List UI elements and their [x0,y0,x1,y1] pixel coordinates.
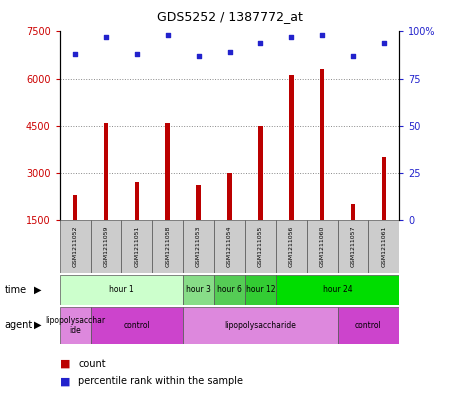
Text: agent: agent [5,320,33,330]
Point [102,34,110,40]
Bar [214,275,245,305]
Text: GSM1211051: GSM1211051 [134,226,140,267]
Text: GSM1211060: GSM1211060 [319,226,325,267]
Text: GSM1211057: GSM1211057 [351,226,356,267]
Text: lipopolysaccharide: lipopolysaccharide [224,321,297,330]
Bar [351,204,355,220]
Text: GSM1211061: GSM1211061 [381,226,386,267]
Bar [165,123,170,220]
Bar [276,275,399,305]
Point [380,40,387,46]
Bar [369,220,399,273]
Text: ▶: ▶ [34,320,42,330]
Text: hour 1: hour 1 [109,285,134,294]
Bar [60,220,90,273]
Text: ■: ■ [60,376,70,386]
Text: GSM1211058: GSM1211058 [165,226,170,267]
Point [349,53,357,59]
Text: GSM1211059: GSM1211059 [103,226,108,267]
Bar [134,182,139,220]
Text: GSM1211052: GSM1211052 [73,226,78,267]
Bar [73,195,78,220]
Bar [337,220,369,273]
Text: percentile rank within the sample: percentile rank within the sample [78,376,243,386]
Text: ■: ■ [60,358,70,369]
Bar [337,307,399,344]
Text: GSM1211056: GSM1211056 [289,226,294,267]
Bar [90,220,122,273]
Bar [307,220,337,273]
Text: GSM1211055: GSM1211055 [258,226,263,267]
Point [133,51,140,57]
Bar [289,75,294,220]
Bar [258,126,263,220]
Point [72,51,79,57]
Bar [60,307,90,344]
Text: time: time [5,285,27,295]
Bar [320,69,325,220]
Text: GSM1211054: GSM1211054 [227,226,232,267]
Text: GDS5252 / 1387772_at: GDS5252 / 1387772_at [157,10,302,23]
Text: control: control [355,321,382,330]
Text: hour 6: hour 6 [217,285,242,294]
Bar [183,275,214,305]
Bar [245,220,276,273]
Point [195,53,202,59]
Text: lipopolysacchar
ide: lipopolysacchar ide [45,316,105,335]
Bar [60,275,183,305]
Text: count: count [78,358,106,369]
Point [319,32,326,39]
Bar [90,307,183,344]
Bar [122,220,152,273]
Bar [196,185,201,220]
Bar [152,220,183,273]
Point [164,32,171,39]
Text: ▶: ▶ [34,285,42,295]
Bar [104,123,108,220]
Bar [227,173,232,220]
Text: hour 3: hour 3 [186,285,211,294]
Text: hour 24: hour 24 [323,285,353,294]
Point [226,49,233,55]
Bar [381,157,386,220]
Text: control: control [123,321,150,330]
Text: hour 12: hour 12 [246,285,275,294]
Bar [183,307,337,344]
Bar [214,220,245,273]
Point [288,34,295,40]
Point [257,40,264,46]
Bar [245,275,276,305]
Bar [276,220,307,273]
Bar [183,220,214,273]
Text: GSM1211053: GSM1211053 [196,226,201,267]
